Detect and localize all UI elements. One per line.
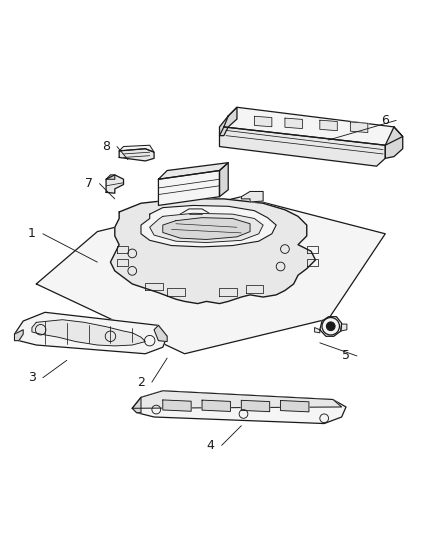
Polygon shape [162,217,250,239]
Polygon shape [219,127,385,166]
Polygon shape [180,209,210,219]
Polygon shape [110,199,315,304]
Polygon shape [280,400,308,412]
Text: 6: 6 [381,114,389,127]
Polygon shape [14,312,167,354]
Text: 1: 1 [28,227,36,240]
Polygon shape [319,317,341,336]
Polygon shape [284,118,302,128]
Polygon shape [132,398,141,413]
Text: 3: 3 [28,372,36,384]
Polygon shape [241,400,269,411]
Polygon shape [219,107,237,135]
Polygon shape [254,116,271,127]
Polygon shape [141,205,276,247]
Text: 2: 2 [137,376,145,389]
Polygon shape [149,213,262,243]
Text: 4: 4 [206,439,214,452]
Polygon shape [36,197,385,354]
Polygon shape [385,127,402,158]
Polygon shape [219,163,228,197]
Polygon shape [340,324,346,331]
Polygon shape [241,191,262,202]
Polygon shape [201,400,230,411]
Text: 5: 5 [341,350,349,362]
Text: 7: 7 [85,177,92,190]
Polygon shape [314,328,319,333]
Polygon shape [106,175,123,193]
Polygon shape [319,120,336,131]
Circle shape [325,322,334,330]
Polygon shape [158,163,228,179]
Polygon shape [106,175,115,179]
Polygon shape [162,400,191,411]
Polygon shape [119,149,154,161]
Polygon shape [32,320,145,346]
Polygon shape [14,330,23,341]
Polygon shape [154,325,167,342]
Polygon shape [132,391,345,424]
Text: 8: 8 [102,140,110,153]
Polygon shape [158,171,219,205]
Polygon shape [119,145,154,152]
Polygon shape [132,391,341,408]
Polygon shape [350,122,367,133]
Polygon shape [223,107,402,145]
